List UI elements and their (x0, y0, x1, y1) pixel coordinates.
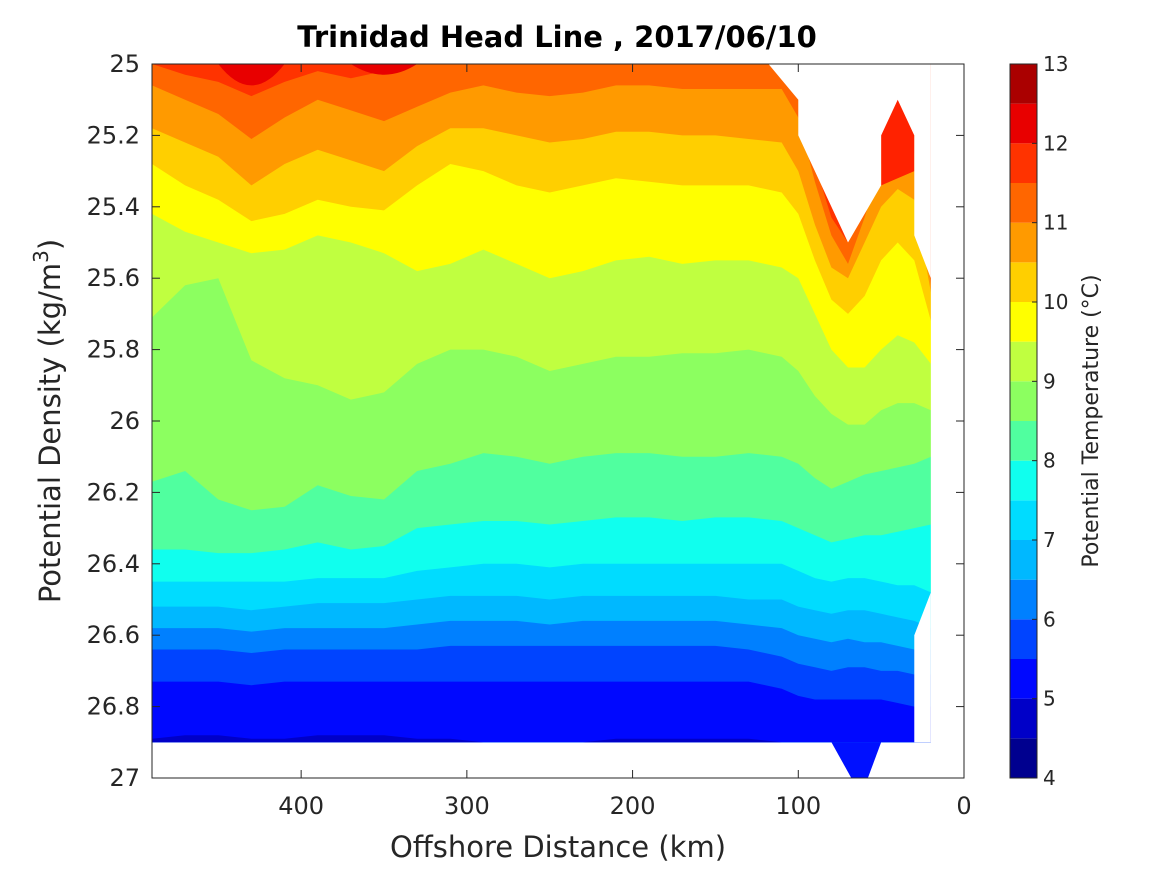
x-tick-label: 200 (610, 792, 656, 820)
colorbar-swatch (1010, 698, 1037, 739)
contour-pocket-deep (831, 742, 882, 778)
contour-pocket-nearshore (881, 99, 915, 186)
y-tick-label: 26.8 (87, 693, 140, 721)
no-data-right-edge (914, 592, 931, 743)
y-tick-label: 25.2 (87, 121, 140, 149)
colorbar-swatch (1010, 341, 1037, 382)
y-axis-label-superscript: 3 (29, 250, 53, 263)
colorbar-swatch (1010, 579, 1037, 620)
x-tick-label: 100 (775, 792, 821, 820)
colorbar-tick-label: 5 (1043, 687, 1056, 711)
colorbar-swatch (1010, 302, 1037, 342)
chart-title: Trinidad Head Line , 2017/06/10 (297, 20, 817, 54)
y-tick-label: 26 (109, 407, 140, 435)
colorbar-swatch (1010, 64, 1037, 104)
colorbar-tick-label: 4 (1043, 766, 1056, 790)
x-tick-label: 300 (444, 792, 490, 820)
x-axis-label: Offshore Distance (km) (390, 830, 726, 864)
y-tick-label: 27 (109, 764, 140, 792)
colorbar-tick-label: 8 (1043, 449, 1056, 473)
colorbar-tick-label: 13 (1043, 52, 1068, 76)
colorbar-swatch (1010, 500, 1037, 540)
colorbar-tick-label: 10 (1043, 290, 1068, 314)
colorbar-swatch (1010, 262, 1037, 302)
x-axis: 400 300 200 100 0 (278, 64, 972, 820)
colorbar-swatch (1010, 103, 1037, 144)
plot-area (152, 64, 931, 778)
x-tick-label: 0 (956, 792, 971, 820)
y-axis: 25 25.2 25.4 25.6 25.8 26 26.2 26.4 26.6 26.8 27 (87, 50, 964, 792)
y-axis-label-close: ) (33, 239, 67, 250)
colorbar-tick-label: 6 (1043, 607, 1056, 631)
x-tick-label: 400 (278, 792, 324, 820)
colorbar-swatch (1010, 421, 1037, 461)
colorbar-swatch (1010, 222, 1037, 263)
colorbar-tick-label: 7 (1043, 528, 1056, 552)
y-tick-label: 25.6 (87, 264, 140, 292)
contour-band-5.5 (152, 681, 931, 743)
colorbar-swatch (1010, 540, 1037, 580)
y-tick-label: 26.4 (87, 550, 140, 578)
contour-pocket-12a (218, 64, 285, 86)
y-tick-label: 26.2 (87, 478, 140, 506)
contour-pocket-12b (350, 64, 418, 75)
colorbar-swatch (1010, 183, 1037, 223)
colorbar-swatch (1010, 738, 1037, 778)
y-tick-label: 25.4 (87, 193, 140, 221)
colorbar-swatch (1010, 619, 1037, 659)
colorbar: 4 5 6 7 8 9 10 11 12 13 (1009, 52, 1068, 790)
colorbar-label: Potential Temperature (°C) (1079, 274, 1104, 567)
contour-band-5 (152, 735, 931, 743)
no-data-upper-right (768, 64, 931, 279)
colorbar-swatch (1010, 659, 1037, 699)
colorbar-frame (1009, 63, 1038, 779)
colorbar-tick-label: 12 (1043, 131, 1068, 155)
y-tick-label: 25 (109, 50, 140, 78)
y-tick-label: 26.6 (87, 621, 140, 649)
colorbar-tick-label: 9 (1043, 369, 1056, 393)
no-data-regions (768, 64, 964, 778)
y-axis-label: Potential Density (kg/m3) (29, 239, 67, 603)
y-tick-label: 25.8 (87, 336, 140, 364)
colorbar-tick-label: 11 (1043, 211, 1068, 235)
colorbar-swatch (1010, 143, 1037, 183)
y-axis-label-main: Potential Density (kg/m (33, 263, 67, 603)
colorbar-swatch (1010, 381, 1037, 421)
colorbar-swatch (1010, 460, 1037, 501)
